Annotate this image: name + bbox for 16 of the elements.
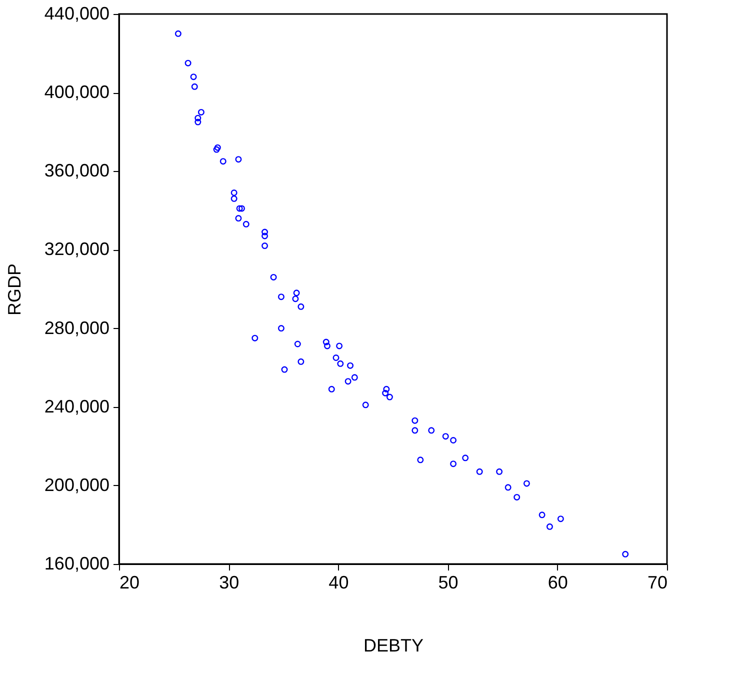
- y-tick-label: 400,000: [44, 82, 110, 102]
- x-tick-label: 20: [120, 572, 140, 592]
- x-axis-title: DEBTY: [363, 636, 424, 656]
- x-tick-label: 50: [438, 572, 458, 592]
- y-axis-title: RGDP: [4, 263, 24, 316]
- y-tick-label: 200,000: [44, 474, 110, 495]
- x-tick-label: 60: [548, 572, 568, 592]
- x-tick-label: 30: [219, 572, 240, 592]
- y-tick-label: 160,000: [44, 554, 110, 574]
- y-tick-label: 360,000: [44, 160, 110, 181]
- y-tick-label: 440,000: [44, 4, 110, 24]
- y-tick-label: 320,000: [44, 239, 110, 260]
- x-tick-label: 70: [647, 572, 668, 592]
- x-tick-label: 40: [328, 572, 349, 592]
- y-tick-label: 240,000: [44, 396, 110, 416]
- y-tick-label: 280,000: [44, 318, 110, 338]
